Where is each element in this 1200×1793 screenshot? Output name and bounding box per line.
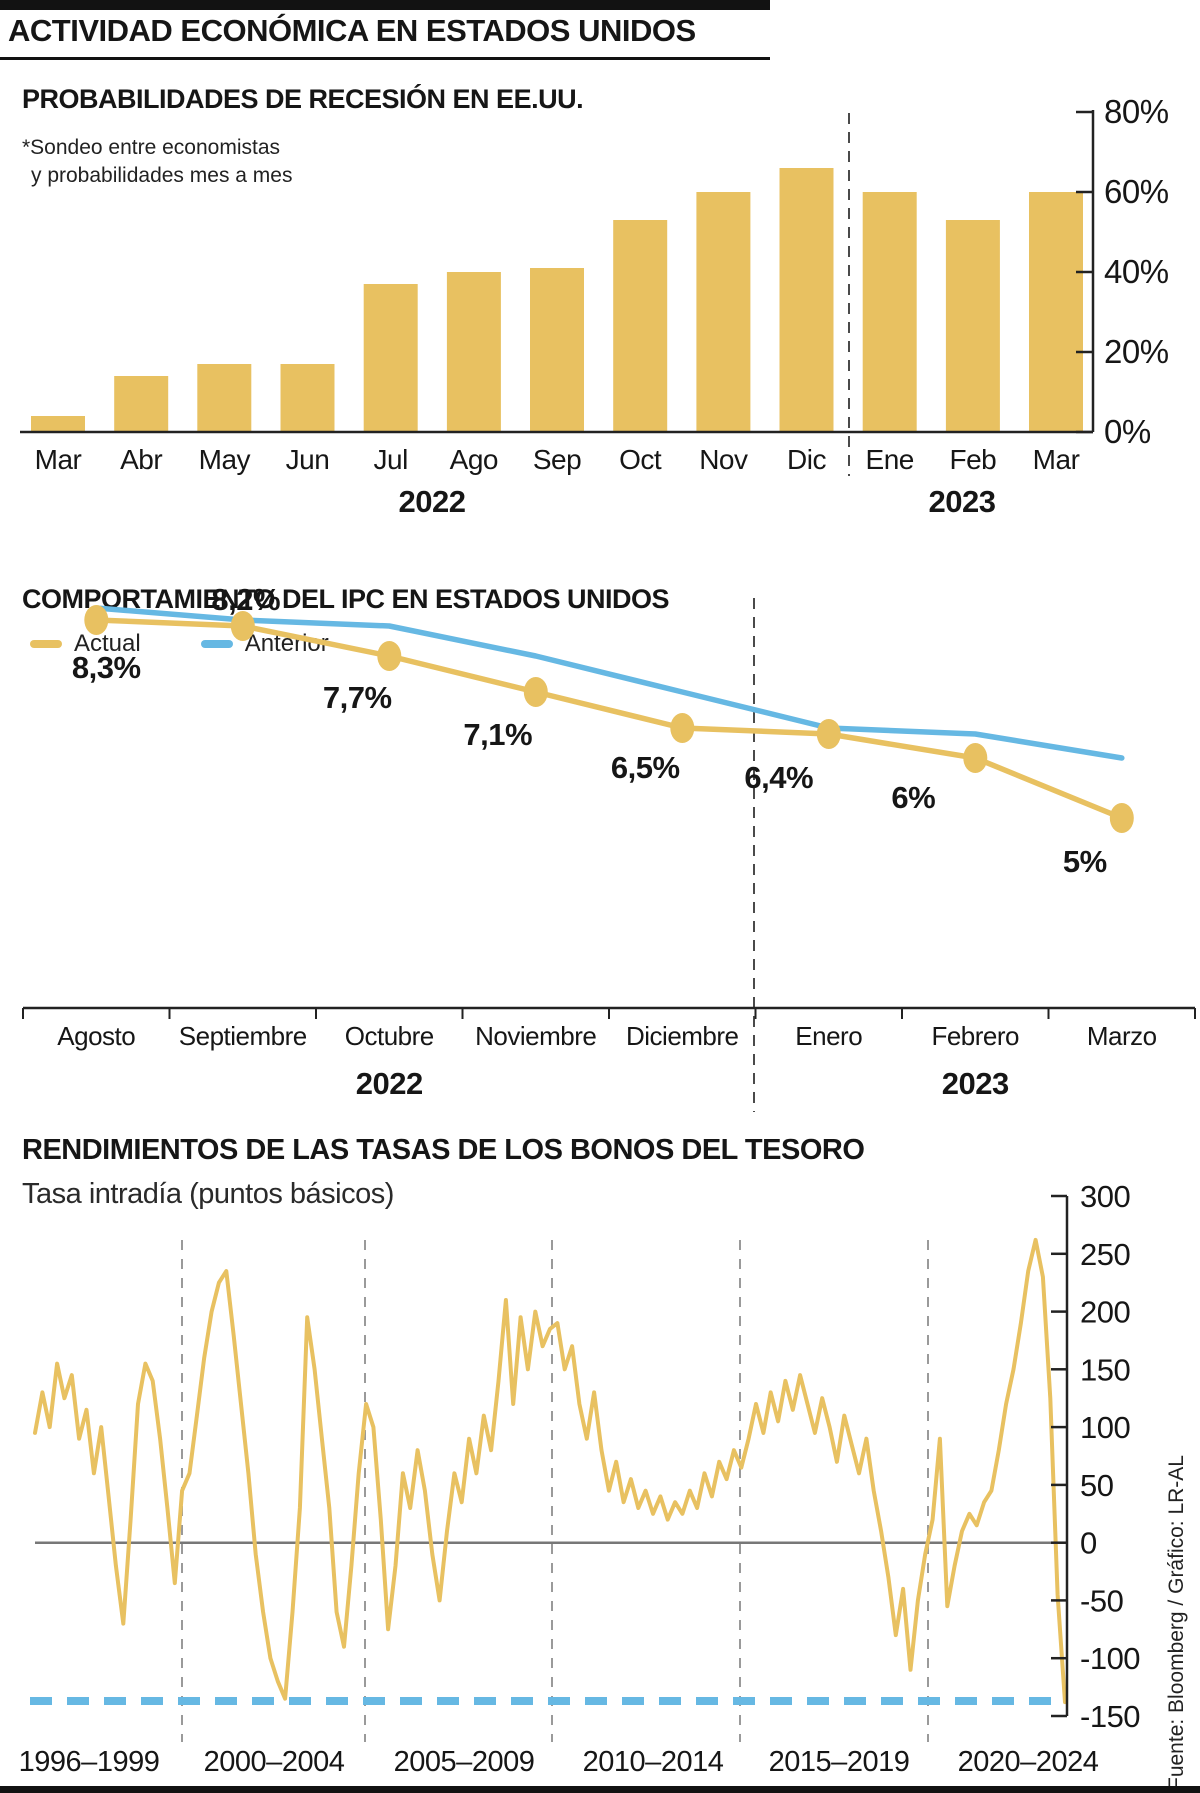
treasury-chart-title: RENDIMIENTOS DE LAS TASAS DE LOS BONOS D… [22,1134,865,1166]
data-label-enero: 6,4% [744,760,813,795]
x-tick-label: Octubre [345,1021,434,1051]
y-tick-label: 60% [1104,173,1169,210]
data-point-enero [816,719,841,749]
data-label-diciembre: 6,5% [611,750,680,785]
x-tick-label: Septiembre [179,1021,307,1051]
bottom-black-bar [0,1786,1200,1793]
data-point-agosto [84,605,109,635]
x-tick-label: Mar [35,444,82,475]
year-label-2022: 2022 [399,484,466,519]
actual-series-swatch-icon [30,640,62,648]
series-anterior-line [93,605,1125,761]
y-tick-label: 0% [1104,413,1151,450]
data-label-febrero: 6% [891,780,935,815]
source-credit: Fuente: Bloomberg / Gráfico: LR-AL [1165,1455,1188,1790]
x-tick-label: Agosto [57,1021,135,1051]
data-point-noviembre [523,677,548,707]
bar-nov-8 [696,192,751,432]
y-tick-label: -50 [1080,1583,1124,1618]
x-tick-label: Nov [699,444,748,475]
x-tick-label: Diciembre [626,1021,739,1051]
x-period-label: 2005–2009 [394,1746,535,1778]
bar-dic-9 [779,168,834,432]
bar-feb-11 [945,220,1000,432]
data-point-octubre [377,641,402,671]
y-tick-label: 50 [1080,1468,1114,1503]
top-black-bar [0,0,770,10]
x-tick-label: Dic [787,444,826,475]
x-tick-label: Abr [120,444,162,475]
note-line-2: y probabilidades mes a mes [31,164,293,187]
data-label-marzo: 5% [1063,844,1107,879]
bar-mar-12 [1029,192,1083,432]
page-title: ACTIVIDAD ECONÓMICA EN ESTADOS UNIDOS [8,13,696,48]
x-tick-label: May [199,444,251,475]
ipc-line-chart: 8,3% 8,2% 7,7% 7,1% 6,5% 6,4% 6% 5% Agosto Septie… [22,582,1196,1112]
title-divider-rule [0,57,770,60]
data-label-septiembre: 8,2% [211,582,280,617]
x-tick-label: Oct [619,444,662,475]
legend-label-actual: Actual [74,630,141,657]
x-tick-label: Jun [286,444,330,475]
bar-sep-6 [530,268,584,432]
series-actual-line [93,617,1125,821]
bar-jul-4 [363,284,418,432]
ipc-chart-legend: Actual Anterior [30,630,375,658]
y-tick-label: 80% [1104,93,1169,130]
treasury-yield-chart: 300 250 200 150 100 50 0 -50 -100 -150 1996–1999 20… [19,1179,1141,1778]
y-tick-label: -100 [1080,1641,1140,1676]
yield-line [33,1237,1067,1705]
x-tick-label: Marzo [1087,1021,1157,1051]
x-period-label: 2010–2014 [583,1746,724,1778]
y-tick-label: 100 [1080,1410,1130,1445]
bar-mar-0 [31,416,85,432]
x-tick-label: Mar [1033,444,1080,475]
data-point-septiembre [230,611,255,641]
bar-abr-1 [114,376,169,432]
y-tick-label: 40% [1104,253,1169,290]
x-tick-label: Jul [374,444,408,475]
x-tick-label: Feb [949,444,996,475]
bar-ene-10 [862,192,917,432]
data-point-diciembre [670,713,695,743]
x-tick-label: Noviembre [475,1021,596,1051]
recession-chart-title: PROBABILIDADES DE RECESIÓN EN EE.UU. [22,84,584,114]
y-tick-label: 20% [1104,333,1169,370]
bar-may-2 [197,364,252,432]
year-label-2023: 2023 [942,1066,1009,1101]
data-point-febrero [963,743,988,773]
recession-chart-note: *Sondeo entre economistas y probabilidad… [22,134,292,190]
x-period-label: 1996–1999 [19,1746,160,1778]
year-label-2023: 2023 [929,484,996,519]
treasury-chart-subtitle: Tasa intradía (puntos básicos) [22,1178,394,1210]
anterior-series-swatch-icon [200,640,233,648]
y-tick-label: 200 [1080,1295,1130,1330]
x-period-label: 2015–2019 [769,1746,910,1778]
y-tick-label: 150 [1080,1352,1130,1387]
recession-bar-chart: 0% 20% 40% 60% 80% Mar Abr May Jun Jul Ago Sep Oct No… [20,93,1169,519]
y-tick-label: 250 [1080,1237,1130,1272]
data-label-agosto: 8,3% [72,650,141,685]
year-label-2022: 2022 [356,1066,423,1101]
x-tick-label: Ago [450,444,498,475]
x-period-label: 2020–2024 [958,1746,1099,1778]
y-tick-label: 0 [1080,1526,1097,1561]
x-tick-label: Ene [866,444,914,475]
bar-oct-7 [613,220,668,432]
bar-ago-5 [446,272,501,432]
x-tick-label: Sep [533,444,581,475]
y-tick-label: 300 [1080,1179,1130,1214]
data-label-noviembre: 7,1% [463,717,532,752]
y-tick-label: -150 [1080,1699,1140,1734]
legend-item-actual: Actual [30,630,141,658]
data-label-octubre: 7,7% [323,680,392,715]
note-line-1: *Sondeo entre economistas [22,136,280,159]
data-point-marzo [1109,803,1134,833]
x-tick-label: Enero [795,1021,862,1051]
x-tick-label: Febrero [931,1021,1019,1051]
x-period-label: 2000–2004 [204,1746,345,1778]
bar-jun-3 [280,364,335,432]
